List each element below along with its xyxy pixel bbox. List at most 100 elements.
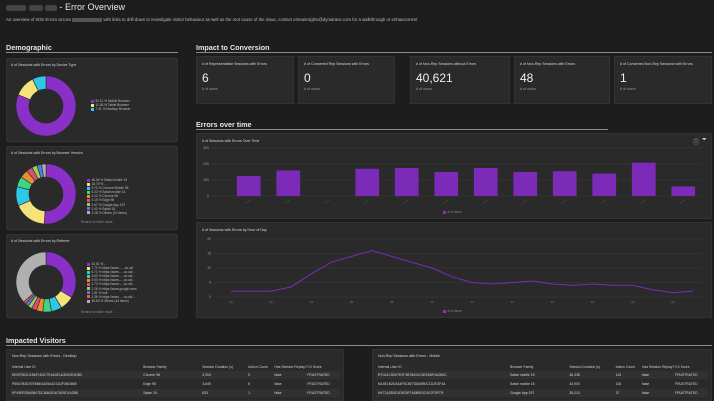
column-header[interactable]: Has Session Replay? <box>642 365 675 369</box>
referrer-chart-note[interactable]: Restrict to slider mode <box>81 310 113 314</box>
table-cell: Chrome 98 <box>143 373 160 377</box>
bar[interactable] <box>394 168 419 196</box>
legend-item[interactable]: 81.11 % Mobile Browser <box>91 99 131 103</box>
legend-item[interactable]: 7.72 % https://www.......co.uk/ <box>87 266 137 270</box>
x-tick-label: 18 <box>591 300 595 304</box>
legend-swatch <box>87 262 90 266</box>
bar[interactable] <box>671 186 696 196</box>
legend-item[interactable]: 3.50 % https://www......co.uk/... <box>87 278 137 282</box>
column-header[interactable]: CX Score <box>675 365 690 369</box>
device-type-panel: # of Sessions with Errors by Device Type… <box>6 58 178 142</box>
column-header[interactable]: Action Count <box>615 365 636 369</box>
referrer-donut-chart[interactable] <box>13 249 79 315</box>
bar[interactable] <box>631 162 656 196</box>
legend-item[interactable]: 48.06 % Safari mobile 15 <box>87 178 128 182</box>
legend-item[interactable]: 11.48 % Tablet Browser <box>91 103 131 107</box>
kpi-sub: # of users <box>520 87 536 91</box>
line-chart-legend: # of users <box>443 309 462 313</box>
table-row[interactable] <box>10 371 340 379</box>
y-tick-label: 0 <box>207 194 209 198</box>
table-cell: 6 <box>248 382 251 386</box>
kpi-title: # of Converted Non-Rep Sessions with Err… <box>620 62 693 66</box>
table-row[interactable] <box>10 389 340 397</box>
x-tick-label: —— <box>284 198 291 205</box>
x-tick-label: —— <box>442 198 449 205</box>
column-header[interactable]: Browser Family <box>510 365 534 369</box>
column-header[interactable]: Session Duration (s) <box>569 365 601 369</box>
kpi-tile[interactable]: # of Converted Rep Sessions with Errors … <box>298 56 395 104</box>
column-header[interactable]: Internal User ID <box>378 365 402 369</box>
table-row[interactable] <box>376 371 708 379</box>
bar[interactable] <box>276 170 301 196</box>
kpi-sub: # of users <box>304 87 320 91</box>
table-cell: Edge 98 <box>143 382 156 386</box>
legend-item[interactable]: 2.28 % https://www.google.com/ <box>87 287 137 291</box>
legend-item[interactable]: 4.12 % Chrome 98 <box>87 194 128 198</box>
legend-swatch <box>87 287 90 291</box>
bar[interactable] <box>434 172 459 196</box>
bar[interactable] <box>513 172 538 196</box>
x-tick-label: 20 <box>631 300 635 304</box>
column-header[interactable]: Has Session Replay? <box>274 365 307 369</box>
legend-item[interactable]: 36.63 % Others (44 items) <box>87 299 137 303</box>
donut-slice[interactable] <box>15 75 77 137</box>
table-cell: FRUSTRATED <box>675 373 698 377</box>
legend-item[interactable]: 2.73 % https://www......co.uk/... <box>87 282 137 286</box>
legend-item[interactable]: 16.75 % ... <box>87 182 128 186</box>
browser-donut-chart[interactable] <box>13 161 79 227</box>
column-header[interactable]: Action Count <box>248 365 268 369</box>
desktop-table-panel: Non-Rep Sessions with Errors - Desktop I… <box>6 349 344 401</box>
browser-chart-note[interactable]: Restrict to slider mode <box>81 220 113 224</box>
browser-chart-title: # of Sessions with Errors by Browser Ver… <box>11 151 83 155</box>
donut-slice[interactable] <box>41 163 47 178</box>
legend-swatch <box>87 186 90 190</box>
redacted-subtitle-app <box>72 17 103 22</box>
table-cell: Safari mobile 15 <box>510 373 535 377</box>
legend-item[interactable]: 9.70 % Chrome Mobile 98 <box>87 186 128 190</box>
bar-chart: 300 200 100 0 —— —— —— —— —— —— —— —— —— —— —— —— <box>203 146 703 205</box>
legend-item[interactable]: 1.38 % https://www......co.uk/... <box>87 295 137 299</box>
device-donut-chart[interactable] <box>13 73 79 139</box>
legend-swatch <box>87 203 90 207</box>
donut-slice[interactable] <box>32 75 47 92</box>
table-cell: Google App 197 <box>510 391 535 395</box>
column-header[interactable]: CX Score <box>307 365 322 369</box>
filter-icon[interactable]: ⏷ <box>702 137 707 143</box>
legend-item[interactable]: 5.33 % Safari mobile 14 <box>87 190 128 194</box>
column-header[interactable]: Browser Family <box>143 365 167 369</box>
kpi-tile[interactable]: # of Non-Rep Sessions without Errors 40,… <box>410 56 510 104</box>
column-header[interactable]: Session Duration (s) <box>202 365 233 369</box>
donut-slice[interactable] <box>43 163 77 225</box>
legend-item[interactable]: 33.61 % ... <box>87 262 137 266</box>
legend-item[interactable]: 2.18 % Others (10 items) <box>87 211 128 215</box>
bar[interactable] <box>236 176 261 196</box>
legend-swatch <box>87 279 90 283</box>
donut-slice[interactable] <box>15 251 47 303</box>
legend-item[interactable]: 4.63 % https://www......co.uk/... <box>87 274 137 278</box>
kpi-tile[interactable]: # of Non-Rep Sessions with Errors 48 # o… <box>514 56 610 104</box>
kpi-value: 1 <box>620 71 627 85</box>
bar[interactable] <box>592 173 617 196</box>
legend-item[interactable]: 7.41 % Desktop Browser <box>91 107 131 111</box>
legend-swatch <box>87 295 90 299</box>
table-cell: 3,394 <box>202 373 211 377</box>
legend-item[interactable]: 3.15 % Edge 98 <box>87 198 128 202</box>
info-icon[interactable]: ⓘ <box>693 140 700 146</box>
table-row[interactable] <box>376 389 708 397</box>
x-tick-label: 14 <box>511 300 515 304</box>
kpi-tile[interactable]: # of Representative Sessions with Errors… <box>196 56 294 104</box>
series-line[interactable] <box>231 250 694 294</box>
column-header[interactable]: Internal User ID <box>12 365 36 369</box>
legend-item[interactable]: 2.67 % Google App 197 <box>87 203 128 207</box>
bar[interactable] <box>473 168 498 196</box>
bar[interactable] <box>552 171 577 196</box>
legend-swatch <box>443 309 446 313</box>
bar[interactable] <box>355 168 380 196</box>
donut-slice[interactable] <box>45 251 77 298</box>
kpi-sub: # of users <box>202 87 218 91</box>
kpi-tile[interactable]: # of Converted Non-Rep Sessions with Err… <box>614 56 712 104</box>
legend-item[interactable]: 1.81 % null <box>87 291 137 295</box>
legend-item[interactable]: 2.42 % Safari 15 <box>87 207 128 211</box>
legend-item[interactable]: 5.71 % https://www......co.uk/... <box>87 270 137 274</box>
x-tick-label: —— <box>640 198 647 205</box>
